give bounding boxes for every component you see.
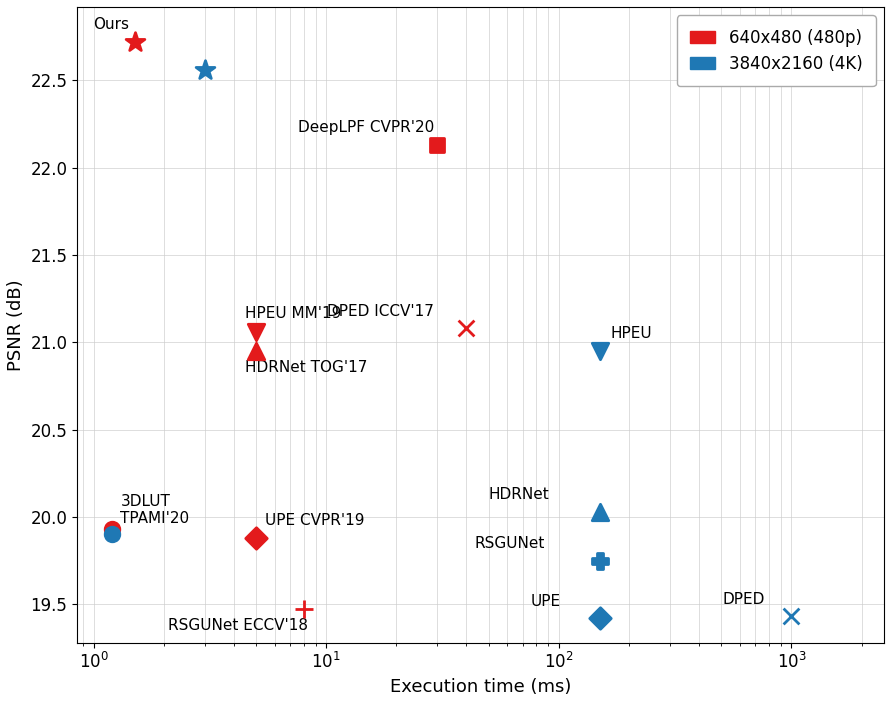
Point [593,506,607,517]
Point [784,611,798,622]
Point [105,524,119,535]
Point [127,37,142,48]
Point [198,64,212,75]
Point [593,555,607,566]
Point [430,139,445,150]
X-axis label: Execution time (ms): Execution time (ms) [390,678,571,696]
Point [297,604,311,615]
Point [459,323,473,334]
Text: RSGUNet: RSGUNet [475,536,545,551]
Legend: 640x480 (480p), 3840x2160 (4K): 640x480 (480p), 3840x2160 (4K) [677,15,876,86]
Text: RSGUNet ECCV'18: RSGUNet ECCV'18 [168,618,307,633]
Text: HDRNet: HDRNet [489,487,550,502]
Point [105,529,119,540]
Text: HPEU MM'19: HPEU MM'19 [245,306,341,321]
Text: 3DLUT
TPAMI'20: 3DLUT TPAMI'20 [120,494,190,527]
Text: HDRNet TOG'17: HDRNet TOG'17 [245,360,367,375]
Text: DPED ICCV'17: DPED ICCV'17 [327,304,434,318]
Text: UPE: UPE [530,593,560,609]
Point [593,612,607,624]
Text: DeepLPF CVPR'20: DeepLPF CVPR'20 [298,120,435,135]
Point [249,326,264,337]
Text: HPEU: HPEU [611,326,652,341]
Point [249,532,264,543]
Point [249,345,264,356]
Text: Ours: Ours [93,17,129,32]
Y-axis label: PSNR (dB): PSNR (dB) [7,279,25,370]
Point [593,345,607,356]
Text: DPED: DPED [722,592,764,607]
Text: UPE CVPR'19: UPE CVPR'19 [265,513,364,528]
